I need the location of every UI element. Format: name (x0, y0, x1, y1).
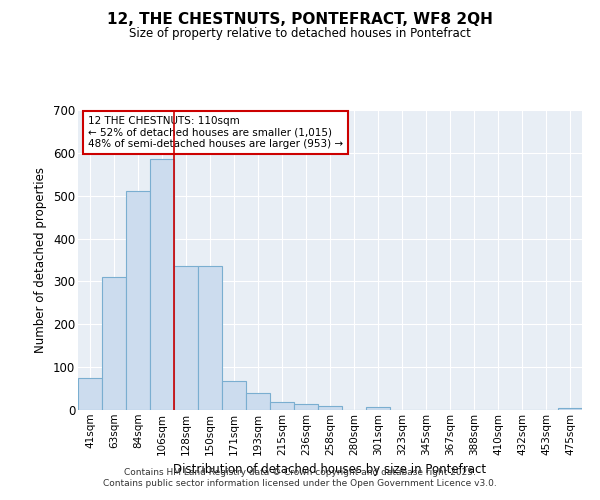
X-axis label: Distribution of detached houses by size in Pontefract: Distribution of detached houses by size … (173, 463, 487, 476)
Bar (174, 266, 198, 410)
Bar (102, 277, 126, 410)
Bar (270, 402, 294, 410)
Bar (318, 406, 342, 410)
Bar (246, 393, 270, 410)
Bar (126, 192, 150, 410)
Bar (198, 266, 222, 410)
Y-axis label: Number of detached properties: Number of detached properties (34, 167, 47, 353)
Bar (222, 381, 246, 410)
Bar (150, 160, 174, 410)
Bar (558, 408, 582, 410)
Text: 12 THE CHESTNUTS: 110sqm
← 52% of detached houses are smaller (1,015)
48% of sem: 12 THE CHESTNUTS: 110sqm ← 52% of detach… (88, 116, 343, 149)
Bar (366, 407, 390, 410)
Text: 12, THE CHESTNUTS, PONTEFRACT, WF8 2QH: 12, THE CHESTNUTS, PONTEFRACT, WF8 2QH (107, 12, 493, 28)
Bar (294, 404, 318, 410)
Bar (78, 378, 102, 410)
Text: Size of property relative to detached houses in Pontefract: Size of property relative to detached ho… (129, 28, 471, 40)
Text: Contains HM Land Registry data © Crown copyright and database right 2025.
Contai: Contains HM Land Registry data © Crown c… (103, 468, 497, 487)
